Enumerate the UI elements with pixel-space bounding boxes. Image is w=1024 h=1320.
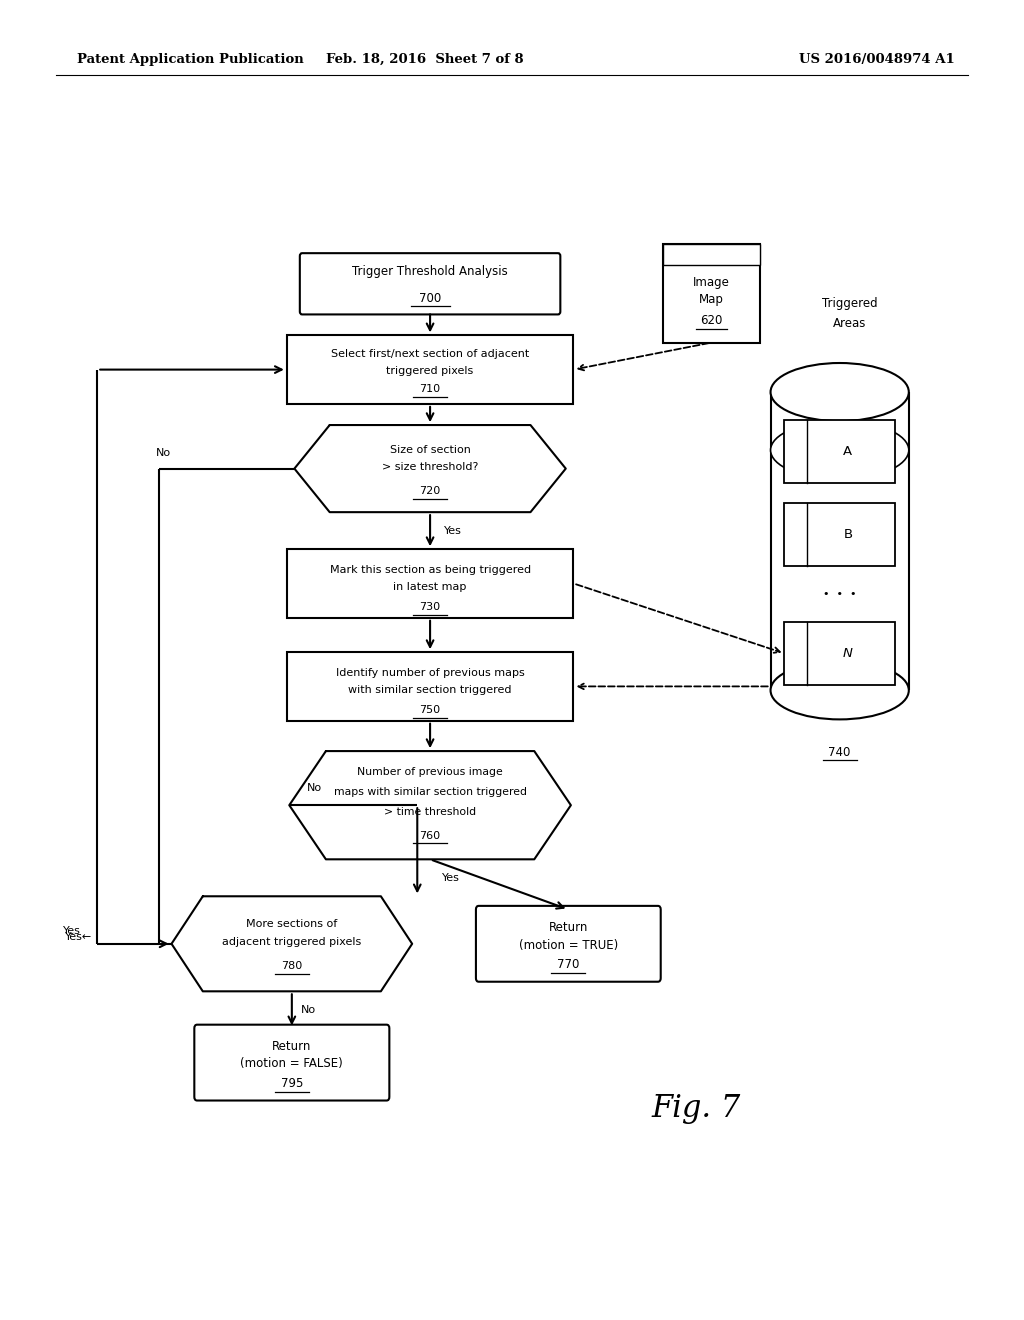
- Text: Number of previous image: Number of previous image: [357, 767, 503, 777]
- Ellipse shape: [770, 661, 909, 719]
- Text: > size threshold?: > size threshold?: [382, 462, 478, 473]
- FancyBboxPatch shape: [765, 698, 913, 741]
- Polygon shape: [289, 751, 571, 859]
- Text: 720: 720: [420, 486, 440, 496]
- Text: maps with similar section triggered: maps with similar section triggered: [334, 787, 526, 797]
- Text: Areas: Areas: [834, 317, 866, 330]
- Text: adjacent triggered pixels: adjacent triggered pixels: [222, 937, 361, 948]
- Text: 760: 760: [420, 830, 440, 841]
- Text: Return: Return: [272, 1040, 311, 1053]
- Text: Yes: Yes: [441, 873, 460, 883]
- Ellipse shape: [770, 421, 909, 479]
- Text: Return: Return: [549, 921, 588, 935]
- Text: N: N: [843, 647, 853, 660]
- Text: No: No: [301, 1005, 315, 1015]
- Text: with similar section triggered: with similar section triggered: [348, 685, 512, 696]
- Text: 795: 795: [281, 1077, 303, 1090]
- FancyBboxPatch shape: [300, 253, 560, 314]
- Text: •  •  •: • • •: [823, 589, 856, 599]
- Text: 700: 700: [419, 292, 441, 305]
- Text: US 2016/0048974 A1: US 2016/0048974 A1: [799, 53, 954, 66]
- FancyBboxPatch shape: [476, 906, 660, 982]
- Text: Feb. 18, 2016  Sheet 7 of 8: Feb. 18, 2016 Sheet 7 of 8: [327, 53, 523, 66]
- Text: Size of section: Size of section: [390, 445, 470, 455]
- Text: 730: 730: [420, 602, 440, 612]
- Text: 620: 620: [700, 314, 723, 327]
- Text: Yes←: Yes←: [65, 932, 92, 942]
- Text: No: No: [157, 447, 171, 458]
- Text: 740: 740: [828, 746, 851, 759]
- Bar: [287, 652, 573, 721]
- Text: Image: Image: [693, 276, 730, 289]
- Polygon shape: [171, 896, 412, 991]
- Text: No: No: [307, 783, 323, 793]
- Text: A: A: [844, 445, 852, 458]
- Text: Patent Application Publication: Patent Application Publication: [77, 53, 303, 66]
- Text: Identify number of previous maps: Identify number of previous maps: [336, 668, 524, 678]
- Text: More sections of: More sections of: [246, 919, 338, 929]
- Bar: [784, 622, 895, 685]
- Text: (motion = FALSE): (motion = FALSE): [241, 1057, 343, 1071]
- Polygon shape: [295, 425, 565, 512]
- Text: Yes: Yes: [443, 525, 462, 536]
- Text: Mark this section as being triggered: Mark this section as being triggered: [330, 565, 530, 576]
- Text: in latest map: in latest map: [393, 582, 467, 593]
- Text: Yes: Yes: [62, 925, 81, 936]
- Text: B: B: [844, 528, 852, 541]
- Bar: [784, 503, 895, 566]
- Text: (motion = TRUE): (motion = TRUE): [519, 939, 617, 952]
- Ellipse shape: [770, 363, 909, 421]
- Text: 710: 710: [420, 384, 440, 395]
- Text: 750: 750: [420, 705, 440, 715]
- Text: 780: 780: [282, 961, 302, 972]
- Text: Triggered: Triggered: [822, 297, 878, 310]
- Text: Select first/next section of adjacent: Select first/next section of adjacent: [331, 348, 529, 359]
- Text: > time threshold: > time threshold: [384, 807, 476, 817]
- Bar: [287, 335, 573, 404]
- Bar: [664, 243, 760, 342]
- FancyBboxPatch shape: [195, 1024, 389, 1101]
- Bar: [664, 243, 760, 264]
- Text: triggered pixels: triggered pixels: [386, 366, 474, 376]
- Text: Fig. 7: Fig. 7: [651, 1093, 741, 1125]
- Text: Trigger Threshold Analysis: Trigger Threshold Analysis: [352, 265, 508, 279]
- Text: 770: 770: [557, 958, 580, 972]
- Bar: [784, 420, 895, 483]
- Bar: [287, 549, 573, 618]
- Text: Map: Map: [699, 293, 724, 306]
